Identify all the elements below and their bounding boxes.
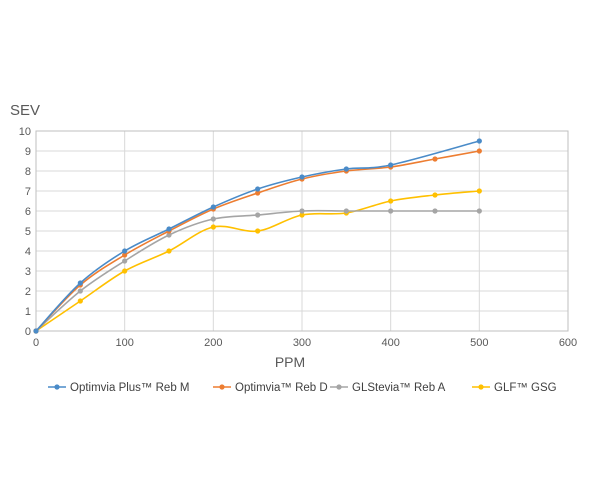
data-point (33, 328, 39, 334)
data-point (77, 288, 83, 294)
data-point (343, 208, 349, 214)
data-point (476, 138, 482, 144)
series-line (35, 150, 480, 332)
data-point (77, 280, 83, 286)
x-tick-label: 200 (204, 337, 222, 349)
legend-item: GLF™ GSG (472, 382, 557, 394)
data-point (166, 248, 172, 254)
x-tick-label: 300 (293, 337, 311, 349)
series-2 (33, 208, 482, 334)
data-point (210, 224, 216, 230)
data-point (388, 198, 394, 204)
y-tick-label: 4 (25, 246, 31, 258)
legend-item: GLStevia™ Reb A (330, 382, 446, 394)
data-point (122, 268, 128, 274)
x-tick-label: 400 (381, 337, 399, 349)
data-point (166, 226, 172, 232)
y-axis-title: SEV (10, 102, 40, 119)
y-axis-tick-labels: 0 1 2 3 4 5 6 7 8 9 10 (19, 126, 31, 338)
series-line (35, 190, 480, 332)
data-point (122, 258, 128, 264)
data-point (255, 228, 261, 234)
legend-marker (219, 384, 225, 390)
legend-label: Optimvia Plus™ Reb M (70, 382, 190, 394)
data-point (122, 248, 128, 254)
y-tick-label: 0 (25, 326, 31, 338)
chart-gridlines (35, 130, 569, 332)
chart-legend: Optimvia Plus™ Reb M Optimvia™ Reb D GLSte… (48, 382, 557, 394)
legend-label: GLF™ GSG (494, 382, 557, 394)
data-point (299, 208, 305, 214)
y-tick-label: 7 (25, 186, 31, 198)
x-axis-title: PPM (275, 354, 305, 370)
data-point (122, 252, 128, 258)
data-point (166, 232, 172, 238)
y-tick-label: 10 (19, 126, 31, 138)
y-tick-label: 3 (25, 266, 31, 278)
legend-label: Optimvia™ Reb D (235, 382, 328, 394)
series-line (35, 140, 480, 332)
legend-marker (336, 384, 342, 390)
data-point (432, 208, 438, 214)
data-point (255, 186, 261, 192)
data-point (343, 166, 349, 172)
legend-item: Optimvia™ Reb D (213, 382, 328, 394)
data-point (210, 204, 216, 210)
data-point (432, 192, 438, 198)
x-tick-label: 100 (115, 337, 133, 349)
data-point (432, 156, 438, 162)
data-point (476, 188, 482, 194)
data-point (299, 174, 305, 180)
x-tick-label: 600 (559, 337, 577, 349)
data-point (210, 216, 216, 222)
data-point (255, 212, 261, 218)
legend-item: Optimvia Plus™ Reb M (48, 382, 190, 394)
data-point (77, 298, 83, 304)
y-tick-label: 1 (25, 306, 31, 318)
legend-marker (54, 384, 60, 390)
x-tick-label: 500 (470, 337, 488, 349)
y-tick-label: 8 (25, 166, 31, 178)
series-3 (33, 188, 482, 334)
data-point (476, 148, 482, 154)
data-point (255, 190, 261, 196)
data-point (476, 208, 482, 214)
plot-area-border (35, 130, 569, 332)
y-tick-label: 2 (25, 286, 31, 298)
series-0 (33, 138, 482, 334)
y-tick-label: 5 (25, 226, 31, 238)
y-tick-label: 9 (25, 146, 31, 158)
chart-series (33, 138, 482, 334)
x-axis-tick-labels: 0 100 200 300 400 500 600 (33, 337, 577, 349)
legend-marker (478, 384, 484, 390)
legend-label: GLStevia™ Reb A (352, 382, 446, 394)
x-tick-label: 0 (33, 337, 39, 349)
data-point (299, 212, 305, 218)
series-1 (33, 148, 482, 334)
data-point (388, 162, 394, 168)
y-tick-label: 6 (25, 206, 31, 218)
data-point (388, 208, 394, 214)
